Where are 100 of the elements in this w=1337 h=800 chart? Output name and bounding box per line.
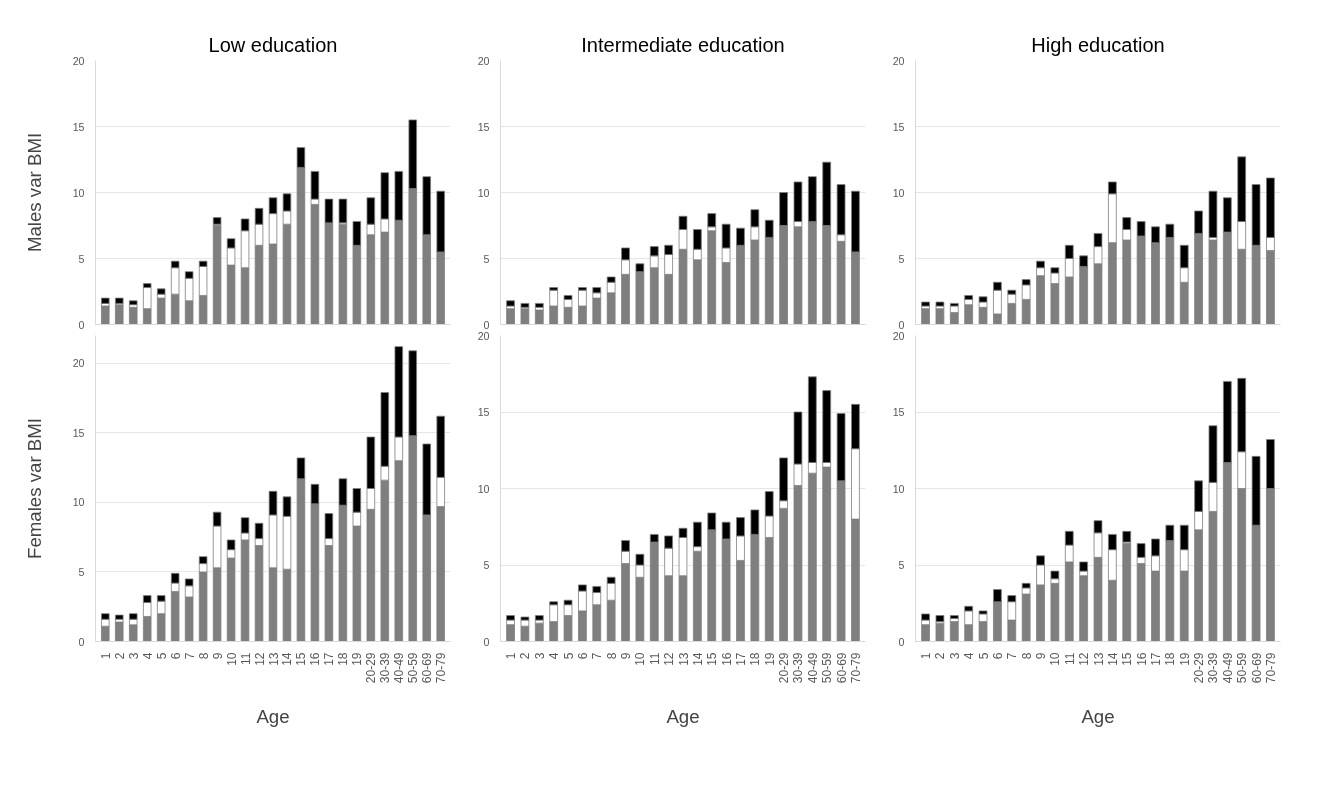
x-tick-label: 19 bbox=[762, 652, 777, 666]
x-tick-label: 4 bbox=[140, 652, 155, 660]
y-tick-label: 0 bbox=[483, 635, 490, 648]
x-tick-label: 9 bbox=[619, 652, 634, 660]
y-tick-label: 15 bbox=[72, 426, 85, 439]
x-tick-label: 40-49 bbox=[805, 652, 820, 684]
x-tick-label: 11 bbox=[1062, 652, 1077, 665]
x-tick-label: 14 bbox=[1105, 652, 1120, 666]
x-tick-label: 2 bbox=[933, 652, 948, 660]
x-tick-label: 3 bbox=[532, 652, 547, 660]
x-tick-label: 17 bbox=[733, 652, 748, 666]
x-tick-label: 12 bbox=[1077, 652, 1092, 666]
y-tick-label: 20 bbox=[892, 329, 905, 342]
y-tick-label: 15 bbox=[892, 406, 905, 418]
x-tick-label: 16 bbox=[1134, 652, 1149, 666]
x-tick-label: 20-29 bbox=[1192, 652, 1207, 684]
x-tick-label: 15 bbox=[1120, 652, 1135, 666]
y-tick-label: 20 bbox=[72, 357, 85, 370]
x-tick-label: 12 bbox=[252, 652, 267, 666]
y-tick-label: 5 bbox=[898, 559, 905, 571]
x-tick-label: 10 bbox=[1048, 652, 1063, 666]
x-tick-label: 12 bbox=[662, 652, 677, 666]
x-tick-label: 17 bbox=[322, 652, 337, 666]
x-tick-label: 20-29 bbox=[777, 652, 792, 684]
y-tick-label: 5 bbox=[898, 252, 905, 265]
x-tick-label: 2 bbox=[518, 652, 533, 660]
x-axis-title: Age bbox=[256, 706, 290, 728]
x-tick-label: 5 bbox=[154, 652, 169, 660]
x-tick-label: 19 bbox=[1177, 652, 1192, 666]
x-tick-label: 8 bbox=[1019, 652, 1034, 660]
y-tick-label: 15 bbox=[72, 120, 85, 133]
y-tick-label: 0 bbox=[78, 318, 85, 331]
x-tick-label: 5 bbox=[976, 652, 991, 660]
y-tick-label: 0 bbox=[898, 635, 905, 648]
x-tick-label: 18 bbox=[336, 652, 351, 666]
x-tick-label: 19 bbox=[350, 652, 365, 666]
y-tick-label: 10 bbox=[477, 482, 490, 495]
y-tick-label: 5 bbox=[483, 559, 490, 571]
x-tick-label: 17 bbox=[1148, 652, 1163, 666]
x-tick-label: 7 bbox=[590, 652, 605, 660]
x-tick-label: 5 bbox=[561, 652, 576, 660]
x-tick-label: 50-59 bbox=[406, 652, 421, 684]
x-tick-label: 30-39 bbox=[1206, 652, 1221, 684]
x-tick-label: 60-69 bbox=[834, 652, 849, 684]
y-axis-title: Females var BMI bbox=[23, 417, 45, 559]
x-tick-label: 3 bbox=[947, 652, 962, 660]
x-tick-label: 70-79 bbox=[1263, 652, 1278, 684]
x-axis-title: Age bbox=[1081, 706, 1115, 728]
x-tick-label: 11 bbox=[647, 652, 662, 665]
y-tick-label: 0 bbox=[898, 318, 905, 331]
x-tick-label: 3 bbox=[126, 652, 141, 660]
x-tick-label: 30-39 bbox=[378, 652, 393, 684]
y-tick-label: 10 bbox=[72, 496, 85, 509]
x-tick-label: 1 bbox=[504, 652, 519, 660]
y-tick-label: 5 bbox=[78, 252, 85, 265]
y-axis-title: Males var BMI bbox=[23, 132, 45, 253]
y-tick-label: 0 bbox=[483, 318, 490, 331]
x-tick-label: 16 bbox=[308, 652, 323, 666]
x-tick-label: 8 bbox=[196, 652, 211, 660]
x-tick-label: 15 bbox=[294, 652, 309, 666]
x-tick-label: 1 bbox=[919, 652, 934, 660]
x-tick-label: 14 bbox=[690, 652, 705, 666]
y-tick-label: 15 bbox=[477, 120, 490, 133]
x-tick-label: 11 bbox=[238, 652, 253, 665]
x-tick-label: 18 bbox=[1163, 652, 1178, 666]
x-tick-label: 6 bbox=[990, 652, 1005, 660]
x-tick-label: 2 bbox=[112, 652, 127, 660]
y-tick-label: 5 bbox=[78, 565, 85, 578]
x-tick-label: 7 bbox=[182, 652, 197, 660]
x-tick-label: 13 bbox=[266, 652, 281, 666]
chart-title: High education bbox=[1031, 33, 1165, 56]
x-tick-label: 18 bbox=[748, 652, 763, 666]
y-tick-label: 5 bbox=[483, 252, 490, 265]
x-tick-label: 50-59 bbox=[1235, 652, 1250, 684]
y-tick-label: 20 bbox=[892, 54, 905, 67]
x-tick-label: 6 bbox=[168, 652, 183, 660]
y-tick-label: 20 bbox=[72, 54, 85, 67]
x-tick-label: 10 bbox=[224, 652, 239, 666]
chart-title: Intermediate education bbox=[581, 33, 785, 56]
x-tick-label: 13 bbox=[676, 652, 691, 666]
y-tick-label: 15 bbox=[892, 120, 905, 133]
y-tick-label: 20 bbox=[477, 329, 490, 342]
x-tick-label: 9 bbox=[210, 652, 225, 660]
x-tick-label: 8 bbox=[604, 652, 619, 660]
x-tick-label: 9 bbox=[1034, 652, 1049, 660]
x-tick-label: 50-59 bbox=[820, 652, 835, 684]
y-tick-label: 10 bbox=[892, 186, 905, 199]
x-tick-label: 14 bbox=[280, 652, 295, 666]
x-tick-label: 16 bbox=[719, 652, 734, 666]
y-tick-label: 10 bbox=[892, 482, 905, 495]
chart-title: Low education bbox=[208, 33, 338, 56]
x-tick-label: 4 bbox=[962, 652, 977, 660]
y-tick-label: 10 bbox=[72, 186, 85, 199]
x-tick-label: 13 bbox=[1091, 652, 1106, 666]
x-tick-label: 1 bbox=[98, 652, 113, 660]
y-tick-label: 0 bbox=[78, 635, 85, 648]
y-tick-label: 15 bbox=[477, 406, 490, 418]
x-tick-label: 4 bbox=[547, 652, 562, 660]
x-tick-label: 6 bbox=[575, 652, 590, 660]
x-tick-label: 70-79 bbox=[434, 652, 449, 684]
